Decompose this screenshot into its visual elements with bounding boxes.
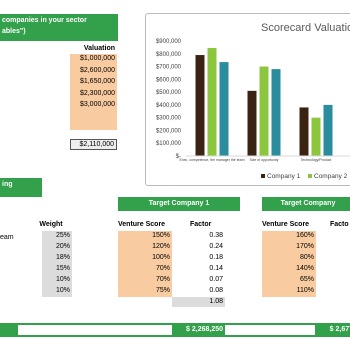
venture-score: 110%: [262, 286, 316, 297]
factor: 0.14: [209, 265, 223, 272]
bar: [323, 104, 333, 156]
weight: 10%: [42, 286, 72, 297]
weight: 25%: [42, 231, 72, 242]
average-valuation: $2,110,000: [70, 139, 117, 150]
valuation-value: $1,000,000: [79, 55, 115, 62]
bar: [247, 90, 257, 156]
y-tick-label: $-: [176, 154, 181, 160]
column-header: Venture Score: [262, 221, 310, 228]
venture-score: 120%: [118, 242, 172, 253]
header-line: companies in your sector: [2, 16, 87, 26]
x-tick-label: Technology/Product: [301, 158, 332, 162]
valuation-value: $1,650,000: [79, 78, 115, 85]
factor: 0.18: [209, 254, 223, 261]
company-header: Target Company 1: [118, 197, 240, 211]
factor-total: 1.08: [172, 297, 225, 307]
venture-score: 80%: [262, 253, 316, 264]
column-header: Facto: [330, 221, 349, 228]
y-tick-label: $800,000: [156, 52, 182, 58]
y-tick-label: $400,000: [156, 103, 182, 109]
bar: [299, 107, 309, 156]
company-valuation: $ 2,268,250: [172, 325, 225, 335]
y-tick-label: $100,000: [156, 141, 182, 147]
venture-score: 160%: [262, 231, 316, 242]
total-row: [0, 323, 350, 337]
valuation-value: $2,300,000: [79, 89, 115, 97]
weight: 20%: [42, 242, 72, 253]
column-header: Factor: [190, 221, 212, 228]
legend-swatch: [261, 174, 265, 178]
chart-frame: Scorecard Valuation $- $100,000 $200,000 $3…: [145, 13, 350, 186]
y-tick-label: $600,000: [156, 77, 182, 83]
header-line: ables"): [2, 27, 26, 37]
input-column: [70, 54, 117, 130]
bar: [259, 66, 269, 156]
venture-score: 70%: [118, 275, 172, 286]
total-row-cap: [0, 323, 18, 337]
venture-score: 150%: [118, 231, 172, 242]
venture-score: 70%: [118, 264, 172, 275]
legend-label: Company 1: [267, 173, 301, 180]
factor: 0.24: [209, 243, 223, 250]
column-header: Weight: [39, 221, 63, 228]
column-header: Venture Score: [118, 221, 166, 228]
factor: 0.07: [209, 276, 223, 283]
venture-score: 65%: [262, 275, 316, 286]
company-header: Target Company: [262, 197, 350, 211]
bar: [219, 62, 229, 157]
y-tick-label: $300,000: [156, 116, 182, 122]
valuation-value: $3,000,000: [79, 101, 115, 108]
y-tick-label: $900,000: [156, 39, 182, 45]
bar: [195, 55, 205, 156]
chart: Scorecard Valuation $- $100,000 $200,000 $3…: [156, 22, 350, 180]
y-tick-label: $500,000: [156, 90, 182, 96]
weight: 15%: [42, 264, 72, 275]
row-label: eam: [0, 234, 14, 241]
x-tick-label: Size of opportunity: [250, 158, 279, 162]
column-header: Valuation: [83, 45, 115, 52]
bar: [271, 69, 281, 156]
venture-score: 75%: [118, 286, 172, 297]
weight: 10%: [42, 275, 72, 286]
valuation-value: $2,600,000: [79, 66, 115, 74]
bar: [207, 48, 217, 156]
chart-title: Scorecard Valuation: [261, 22, 350, 34]
venture-score: 170%: [262, 242, 316, 253]
legend-label: Company 2: [314, 173, 348, 180]
y-tick-label: $700,000: [156, 65, 182, 71]
company-valuation: $ 2,677: [315, 325, 350, 335]
factor: 0.38: [209, 232, 223, 239]
venture-score: 140%: [262, 264, 316, 275]
weight: 18%: [42, 253, 72, 264]
factor: 0.08: [209, 287, 223, 294]
x-tick-label: Exec. competence, the manager the team: [180, 158, 245, 162]
venture-score: 100%: [118, 253, 172, 264]
bar: [311, 117, 321, 156]
y-tick-label: $200,000: [156, 128, 182, 134]
section-label: ing: [0, 178, 42, 197]
legend-swatch: [308, 174, 312, 178]
